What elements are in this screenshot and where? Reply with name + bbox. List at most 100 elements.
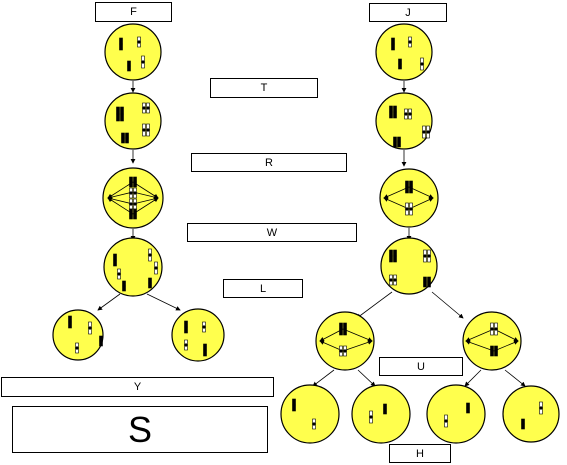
centromere [408, 112, 412, 116]
centromere [148, 253, 152, 257]
label-box-r: R [191, 153, 347, 172]
centromere [148, 281, 152, 285]
centromere [369, 415, 373, 419]
centromere [389, 110, 393, 114]
cell-left-1 [104, 23, 162, 81]
arrow-right-4a [356, 291, 393, 319]
centromere [142, 128, 146, 132]
centromere [389, 278, 393, 282]
centromere [393, 278, 397, 282]
centromere [444, 419, 448, 423]
centromere [408, 40, 412, 44]
spindle-fiber [383, 197, 410, 210]
centromere [129, 191, 133, 195]
spindle-fiber [319, 328, 344, 342]
centromere [127, 64, 131, 68]
label-box-f: F [95, 2, 172, 22]
centromere [137, 40, 141, 44]
centromere [133, 191, 137, 195]
centromere [393, 254, 397, 258]
centromere [398, 62, 402, 66]
centromere [113, 258, 117, 262]
centromere [494, 327, 498, 331]
centromere [184, 343, 188, 347]
centromere [466, 406, 470, 410]
cell-gamete-4 [502, 385, 560, 443]
label-box-l: L [223, 279, 303, 298]
spindle-fiber [465, 328, 495, 342]
centromere [202, 325, 206, 329]
centromere [129, 212, 133, 216]
label-box-w: W [187, 223, 357, 242]
centromere [393, 110, 397, 114]
cell-right-3 [379, 168, 439, 228]
arrow-right-5b [357, 369, 376, 387]
label-box-u: U [379, 357, 463, 376]
centromere [146, 106, 150, 110]
spindle-fiber [319, 340, 344, 352]
spindle-fiber [408, 186, 434, 199]
arrow-right-6a [464, 369, 482, 387]
centromere [117, 272, 121, 276]
spindle-fiber [383, 186, 410, 199]
centromere [141, 60, 145, 64]
spindle-fiber [132, 197, 159, 215]
centromere [339, 327, 343, 331]
centromere [203, 348, 207, 352]
spindle-fiber [465, 340, 495, 352]
arrow-right-4b [431, 291, 464, 319]
centromere [490, 327, 494, 331]
centromere [490, 349, 494, 353]
arrow-left-4b [146, 293, 181, 311]
centromere [405, 185, 409, 189]
centromere [426, 130, 430, 134]
arrow-right-5a [312, 369, 335, 387]
cell-right-6 [462, 311, 522, 371]
centromere [405, 207, 409, 211]
arrow-left-4a [97, 293, 121, 311]
centromere [393, 140, 397, 144]
spindle-fiber [107, 197, 134, 215]
centromere [427, 280, 431, 284]
centromere [146, 128, 150, 132]
centromere [422, 130, 426, 134]
centromere [292, 403, 296, 407]
centromere [121, 136, 125, 140]
centromere [184, 325, 188, 329]
centromere [68, 320, 72, 324]
label-box-s: S [12, 406, 268, 453]
centromere [389, 254, 393, 258]
centromere [409, 207, 413, 211]
cell-gamete-3 [426, 384, 486, 444]
centromere [339, 349, 343, 353]
cell-right-2 [375, 92, 433, 150]
centromere [133, 180, 137, 184]
label-box-h: H [389, 444, 451, 463]
centromere [383, 407, 387, 411]
label-box-j: J [369, 3, 447, 22]
centromere [539, 406, 543, 410]
centromere [133, 212, 137, 216]
centromere [120, 112, 124, 116]
centromere [75, 346, 79, 350]
centromere [423, 280, 427, 284]
centromere [122, 284, 126, 288]
cell-left-daughter-2 [171, 308, 225, 362]
centromere [88, 326, 92, 330]
centromere [125, 136, 129, 140]
cell-left-2 [104, 92, 162, 150]
centromere [116, 112, 120, 116]
cell-left-3 [102, 167, 164, 229]
cell-left-4 [103, 237, 163, 297]
centromere [494, 349, 498, 353]
centromere [129, 180, 133, 184]
centromere [312, 422, 316, 426]
centromere [119, 42, 123, 46]
centromere [521, 422, 525, 426]
cell-gamete-1 [280, 384, 340, 444]
spindle-fiber [493, 328, 519, 342]
centromere [423, 254, 427, 258]
spindle-fiber [342, 328, 373, 342]
spindle-fiber [342, 340, 373, 352]
